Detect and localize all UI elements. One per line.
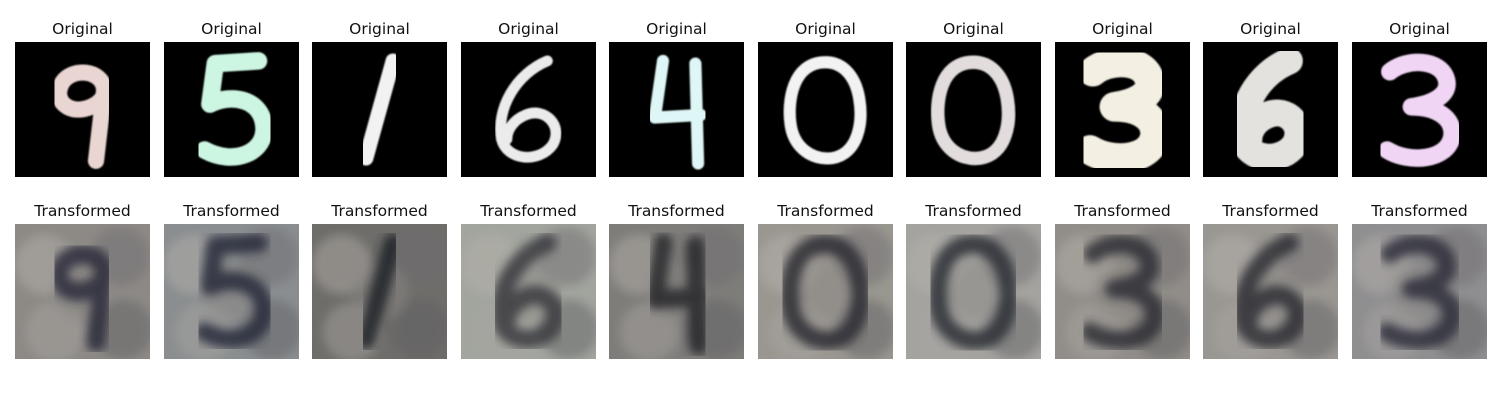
transformed-image-4 bbox=[461, 224, 596, 359]
original-title-7: Original bbox=[943, 20, 1004, 38]
image-background bbox=[609, 42, 744, 177]
digit-stroke bbox=[928, 234, 1018, 350]
digit-stroke bbox=[783, 56, 867, 165]
original-image-4 bbox=[461, 42, 596, 177]
original-title-3: Original bbox=[349, 20, 410, 38]
transformed-title-7: Transformed bbox=[925, 202, 1022, 220]
digit-stroke bbox=[1233, 233, 1308, 349]
transformed-title-2: Transformed bbox=[183, 202, 280, 220]
original-image-10 bbox=[1352, 42, 1487, 177]
digit-stroke bbox=[356, 233, 403, 350]
digit-stroke bbox=[495, 55, 562, 163]
transformed-image-1 bbox=[15, 224, 150, 359]
original-image-3 bbox=[312, 42, 447, 177]
transformed-image-2 bbox=[164, 224, 299, 359]
original-image-5 bbox=[609, 42, 744, 177]
texture-blotch bbox=[795, 261, 856, 322]
original-image-2 bbox=[164, 42, 299, 177]
original-title-5: Original bbox=[646, 20, 707, 38]
transformed-image-7 bbox=[906, 224, 1041, 359]
digit-stroke bbox=[1080, 234, 1165, 350]
digit-stroke bbox=[1075, 47, 1170, 173]
digit-stroke bbox=[648, 54, 707, 170]
original-title-6: Original bbox=[795, 20, 856, 38]
transformed-title-10: Transformed bbox=[1371, 202, 1468, 220]
digit-stroke bbox=[645, 233, 711, 355]
transformed-title-8: Transformed bbox=[1074, 202, 1171, 220]
digit-stroke bbox=[195, 52, 273, 166]
original-image-1 bbox=[15, 42, 150, 177]
transformed-image-10 bbox=[1352, 224, 1487, 359]
transformed-image-9 bbox=[1203, 224, 1338, 359]
digit-stroke bbox=[1229, 47, 1312, 171]
original-title-8: Original bbox=[1092, 20, 1153, 38]
original-image-6 bbox=[758, 42, 893, 177]
original-title-2: Original bbox=[201, 20, 262, 38]
original-image-8 bbox=[1055, 42, 1190, 177]
transformed-title-9: Transformed bbox=[1222, 202, 1319, 220]
original-title-1: Original bbox=[52, 20, 113, 38]
digit-stroke bbox=[491, 233, 566, 349]
digit-stroke bbox=[358, 53, 401, 166]
texture-blotch bbox=[390, 299, 447, 359]
transformed-title-3: Transformed bbox=[331, 202, 428, 220]
original-title-4: Original bbox=[498, 20, 559, 38]
transformed-title-6: Transformed bbox=[777, 202, 874, 220]
texture-blotch bbox=[943, 261, 1004, 322]
original-title-10: Original bbox=[1389, 20, 1450, 38]
transformed-title-1: Transformed bbox=[34, 202, 131, 220]
original-title-9: Original bbox=[1240, 20, 1301, 38]
transformed-image-5 bbox=[609, 224, 744, 359]
digit-stroke bbox=[1378, 53, 1461, 167]
transformed-title-5: Transformed bbox=[628, 202, 725, 220]
original-image-9 bbox=[1203, 42, 1338, 177]
digit-stroke bbox=[1377, 234, 1462, 350]
transformed-image-3 bbox=[312, 224, 447, 359]
transformed-image-8 bbox=[1055, 224, 1190, 359]
original-image-7 bbox=[906, 42, 1041, 177]
digit-stroke bbox=[49, 245, 114, 353]
digit-stroke bbox=[931, 55, 1016, 166]
digit-stroke bbox=[195, 233, 274, 349]
texture-blotch bbox=[387, 226, 447, 287]
digit-stroke bbox=[780, 234, 870, 350]
transformed-image-6 bbox=[758, 224, 893, 359]
transformed-title-4: Transformed bbox=[480, 202, 577, 220]
digit-stroke bbox=[51, 64, 113, 169]
